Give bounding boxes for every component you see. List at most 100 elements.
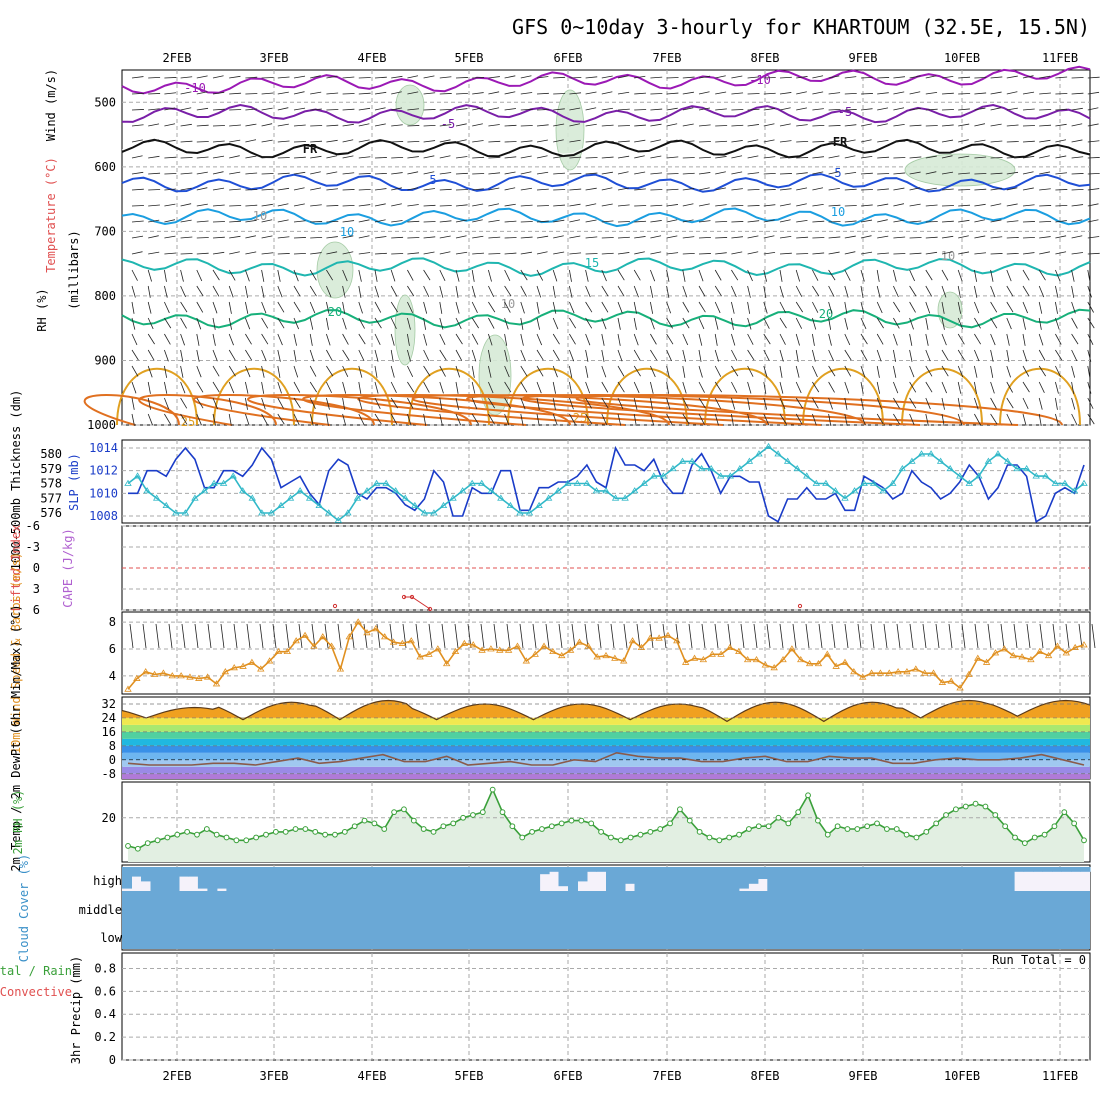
wind-barb xyxy=(277,236,290,239)
high-cloud-bar xyxy=(511,867,522,891)
wind-speed-point xyxy=(646,634,654,641)
thickness-point xyxy=(573,479,582,486)
isotherm-fr-highlight xyxy=(121,137,1091,156)
wind-barb xyxy=(650,381,654,394)
wind-barb xyxy=(228,397,233,410)
wind-barb xyxy=(196,397,204,409)
wind-barb xyxy=(358,235,370,239)
wind-barb xyxy=(844,413,848,426)
li-tick: 3 xyxy=(33,582,40,596)
surface-wind-barb xyxy=(636,623,641,649)
wind-barb xyxy=(860,301,865,314)
wind-barb xyxy=(617,155,630,159)
wind-barb xyxy=(925,301,931,314)
surface-wind-barb xyxy=(142,623,147,649)
isotherm-label: 5 xyxy=(429,173,436,187)
wind-barb xyxy=(391,220,403,223)
wind-barb xyxy=(634,124,647,127)
rh-shading xyxy=(394,294,416,366)
wind-speed-point xyxy=(345,633,354,640)
wind-barb xyxy=(763,365,768,378)
wind-barb xyxy=(666,235,678,239)
wind-barb xyxy=(488,124,500,127)
wind-barb xyxy=(536,124,549,127)
wind-barb xyxy=(553,235,564,239)
wind-barb xyxy=(909,301,916,313)
wind-barb xyxy=(941,139,954,143)
wind-barb xyxy=(1087,172,1100,175)
surface-wind-barb xyxy=(714,623,719,649)
wind-barb xyxy=(1039,139,1051,143)
wind-barb xyxy=(277,269,281,282)
wind-barb xyxy=(261,349,267,362)
wind-barb xyxy=(747,155,759,159)
wind-barb xyxy=(941,124,954,127)
wind-barb xyxy=(763,189,776,191)
wind-speed-point xyxy=(416,653,424,660)
wind-barb xyxy=(391,187,402,191)
wind-barb xyxy=(455,365,461,378)
high-cloud-bar xyxy=(150,867,161,891)
isotherm--5 xyxy=(121,103,1091,124)
wind-barb xyxy=(747,76,760,79)
wind-barb xyxy=(634,236,646,239)
thickness-point xyxy=(860,479,868,486)
thickness-point xyxy=(353,494,362,501)
high-cloud-bar xyxy=(625,867,635,884)
high-cloud-bar xyxy=(890,867,901,891)
wind-barb xyxy=(1039,236,1051,239)
wind-barb xyxy=(795,317,803,329)
thickness-point xyxy=(736,464,744,472)
wind-barb xyxy=(1071,269,1075,282)
wind-barb xyxy=(828,301,833,314)
wind-barb xyxy=(812,413,817,426)
rh2m-panel: 20 xyxy=(102,786,1090,862)
wind-barb xyxy=(601,317,607,330)
rh-point xyxy=(420,826,427,832)
thickness-point xyxy=(181,509,190,516)
wind-barb xyxy=(698,349,702,362)
date-label-top: 8FEB xyxy=(751,51,780,65)
isotherm-label: -5 xyxy=(838,105,852,119)
wind-barb xyxy=(472,76,485,79)
wind-barb xyxy=(958,108,970,111)
high-cloud-bar xyxy=(264,867,275,891)
wind-barb xyxy=(877,77,890,79)
wind-barb xyxy=(164,77,177,79)
wind-barb xyxy=(374,413,382,425)
hot-contour xyxy=(83,394,180,426)
wind-barb xyxy=(552,397,556,410)
rh-point xyxy=(578,817,585,824)
wind-barb xyxy=(552,301,557,314)
isotherm-label: 10 xyxy=(340,225,354,239)
wind-barb xyxy=(844,92,857,95)
wind-barb xyxy=(196,269,203,282)
wind-barb xyxy=(585,76,598,79)
wind-barb xyxy=(309,333,313,346)
wind-barb xyxy=(536,155,548,159)
side-label-rh2m: 2m RH (%) xyxy=(11,789,25,854)
wind-barb xyxy=(261,188,274,191)
temp-tick: -8 xyxy=(102,767,116,781)
wind-speed-point xyxy=(752,655,761,663)
wind-barb xyxy=(909,220,922,223)
wind-barb xyxy=(990,269,994,282)
li-point xyxy=(797,603,803,609)
surface-wind-barb xyxy=(155,623,160,649)
wind-barb xyxy=(536,171,549,175)
wind-barb xyxy=(731,236,743,239)
wind-barb xyxy=(277,381,282,394)
wind-speed-point xyxy=(850,668,858,675)
wind-barb xyxy=(245,317,251,330)
wind-barb xyxy=(293,237,306,239)
pressure-tick: 1000 xyxy=(87,418,116,432)
wind-barb xyxy=(682,349,687,362)
wind-barb xyxy=(715,220,728,223)
wind-barb xyxy=(326,333,331,346)
wind-barb xyxy=(633,301,637,314)
wind-barb xyxy=(212,285,220,297)
wind-barb xyxy=(245,172,258,175)
wind-barb xyxy=(779,365,783,378)
wind-barb xyxy=(261,123,273,127)
wind-barb xyxy=(342,333,349,345)
